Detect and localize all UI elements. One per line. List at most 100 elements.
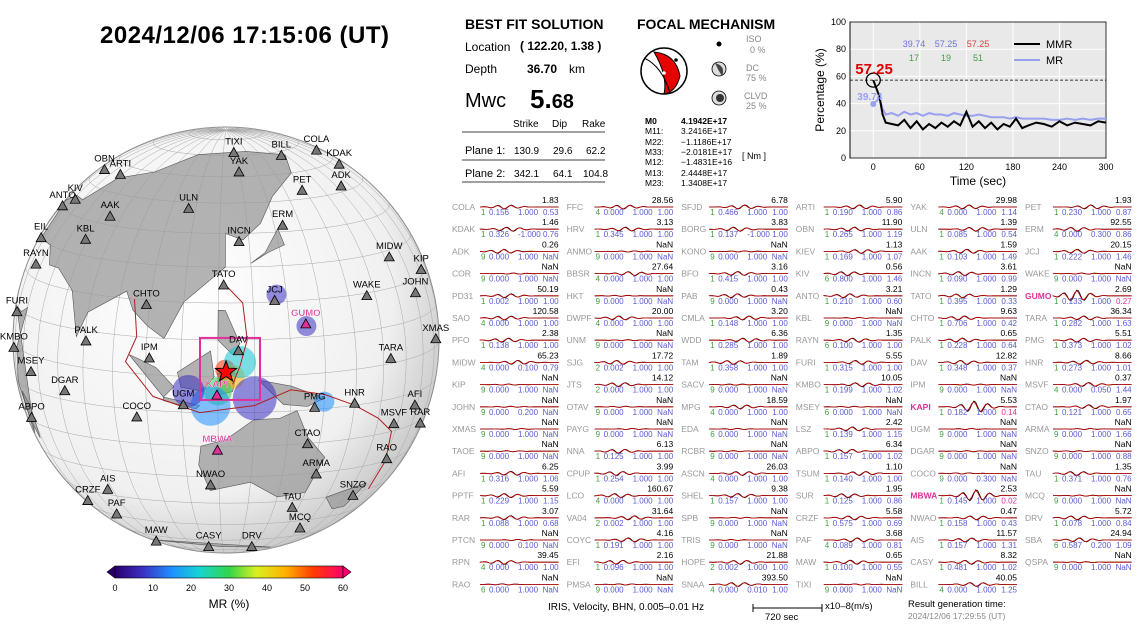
weight: 1.000 [862,297,883,306]
station-marker [11,305,23,317]
waveform-cell: PPTF 5.59 1 0.229 1.000 1.15 [452,484,559,506]
quality-code: 1 [939,519,944,528]
waveform-cell: KIEV 1.13 1 0.169 1.000 1.07 [796,239,903,261]
variance-reduction: NaN [772,541,788,550]
synthetic-trace [823,338,903,343]
graticule-meridian [22,129,227,528]
variance-reduction: 0.27 [1116,297,1132,306]
waveform-cell: MAW 0.65 1 0.100 1.000 0.55 [796,550,903,572]
synthetic-trace [594,493,674,498]
weight: 1.000 [633,319,654,328]
waveform-cell: ARTI 5.90 1 0.190 1.000 0.86 [796,195,903,217]
moment-name: M23: [645,177,664,188]
amplitude: 8.32 [1000,550,1017,560]
synthetic-trace [938,489,1017,501]
quality-code: 4 [596,319,601,328]
station-marker [211,444,224,455]
quality-code: 9 [710,252,715,261]
weight: 1.000 [862,386,883,395]
amplitude: NaN [885,306,902,316]
weight: 1.000 [633,430,654,439]
variance-reduction: 0.68 [543,519,559,528]
waveform-cell: NNA 6.13 1 0.125 1.000 1.00 [567,439,674,461]
waveform-cell: PAF 3.68 4 0.089 1.000 0.81 [796,528,903,550]
synthetic-trace [594,294,674,297]
amplitude: NaN [771,373,788,383]
station-marker [228,146,240,157]
station-label: AIS [100,473,115,484]
waveform-cell: SNZO NaN 9 0.000 1.000 0.88 [1025,439,1132,461]
x-tick-label: 300 [1098,162,1113,172]
station-label: TARA [379,342,404,353]
station-marker [301,437,314,449]
synthetic-trace [709,404,788,409]
synthetic-trace [479,293,559,298]
station-name: PMG [1025,335,1044,345]
variance-reduction: 1.00 [772,497,788,506]
quality-code: 6 [825,341,830,350]
variance-reduction: 0.86 [887,208,903,217]
synthetic-trace [480,272,559,275]
station-name: ERM [1025,224,1044,234]
synthetic-trace [480,539,559,541]
station-label: TIXI [225,137,242,148]
amplitude: NaN [656,572,673,582]
tshift: 0.000 [1062,386,1083,395]
waveform-cell: INCN 3.61 1 0.090 1.000 0.99 [910,262,1017,284]
station-name: WDD [681,335,701,345]
quality-code: 9 [939,430,944,439]
moment-name: M11: [645,126,664,137]
weight: 0.300 [976,474,997,483]
series-mr [872,96,1106,121]
station-label: MAW [145,525,168,536]
variance-reduction: NaN [772,386,788,395]
focal-title: FOCAL MECHANISM [637,16,776,32]
tshift: 0.088 [489,519,510,528]
weight: 1.000 [862,519,883,528]
synthetic-trace [594,382,674,387]
station-name: ABPO [796,446,820,456]
variance-reduction: 1.00 [658,519,674,528]
weight: 1.000 [518,519,539,528]
station-name: YAK [910,202,927,212]
colorbar-tick: 30 [224,583,234,593]
waveform-cell: AIS 11.57 1 0.157 1.000 1.31 [910,528,1017,550]
synthetic-trace [709,428,788,430]
amplitude: 17.72 [652,350,674,360]
variance-reduction: 1.01 [1116,363,1132,372]
weight: 0.100 [518,541,539,550]
landmass [325,482,367,510]
station-marker [430,332,442,344]
synthetic-trace [709,250,788,253]
quality-code: 1 [710,497,715,506]
moment-row: M13: 2.4448E+17 [645,168,755,178]
tshift: 0.000 [718,585,739,594]
station-name: PAB [681,291,698,301]
plane1-dip: 29.6 [553,146,573,157]
synthetic-trace [938,383,1017,386]
synthetic-trace [823,226,903,232]
mw-label: Mwc [465,90,506,113]
quality-code: 1 [1054,208,1059,217]
tshift: 0.000 [604,408,625,417]
amplitude: 0.37 [1115,373,1132,383]
synthetic-trace [1053,450,1132,453]
synthetic-trace [594,250,674,253]
quality-code: 4 [1054,230,1059,239]
weight: 0.100 [518,363,539,372]
weight: 1.000 [518,275,539,284]
amplitude: NaN [656,284,673,294]
quality-code: 2 [596,386,601,395]
amplitude: 6.78 [771,195,788,205]
waveform-cell: PMSA NaN 9 0.000 1.000 NaN [567,572,674,594]
station-label: KIP [413,253,428,264]
quality-code: 1 [481,297,486,306]
quality-code: 9 [481,452,486,461]
tshift: 0.000 [604,275,625,284]
station-marker [361,289,373,301]
amplitude: 5.72 [1115,506,1132,516]
tshift: 0.000 [947,430,968,439]
variance-reduction: 1.15 [887,430,903,439]
station-name: PET [1025,202,1042,212]
mw-value: 5.68 [530,84,574,115]
